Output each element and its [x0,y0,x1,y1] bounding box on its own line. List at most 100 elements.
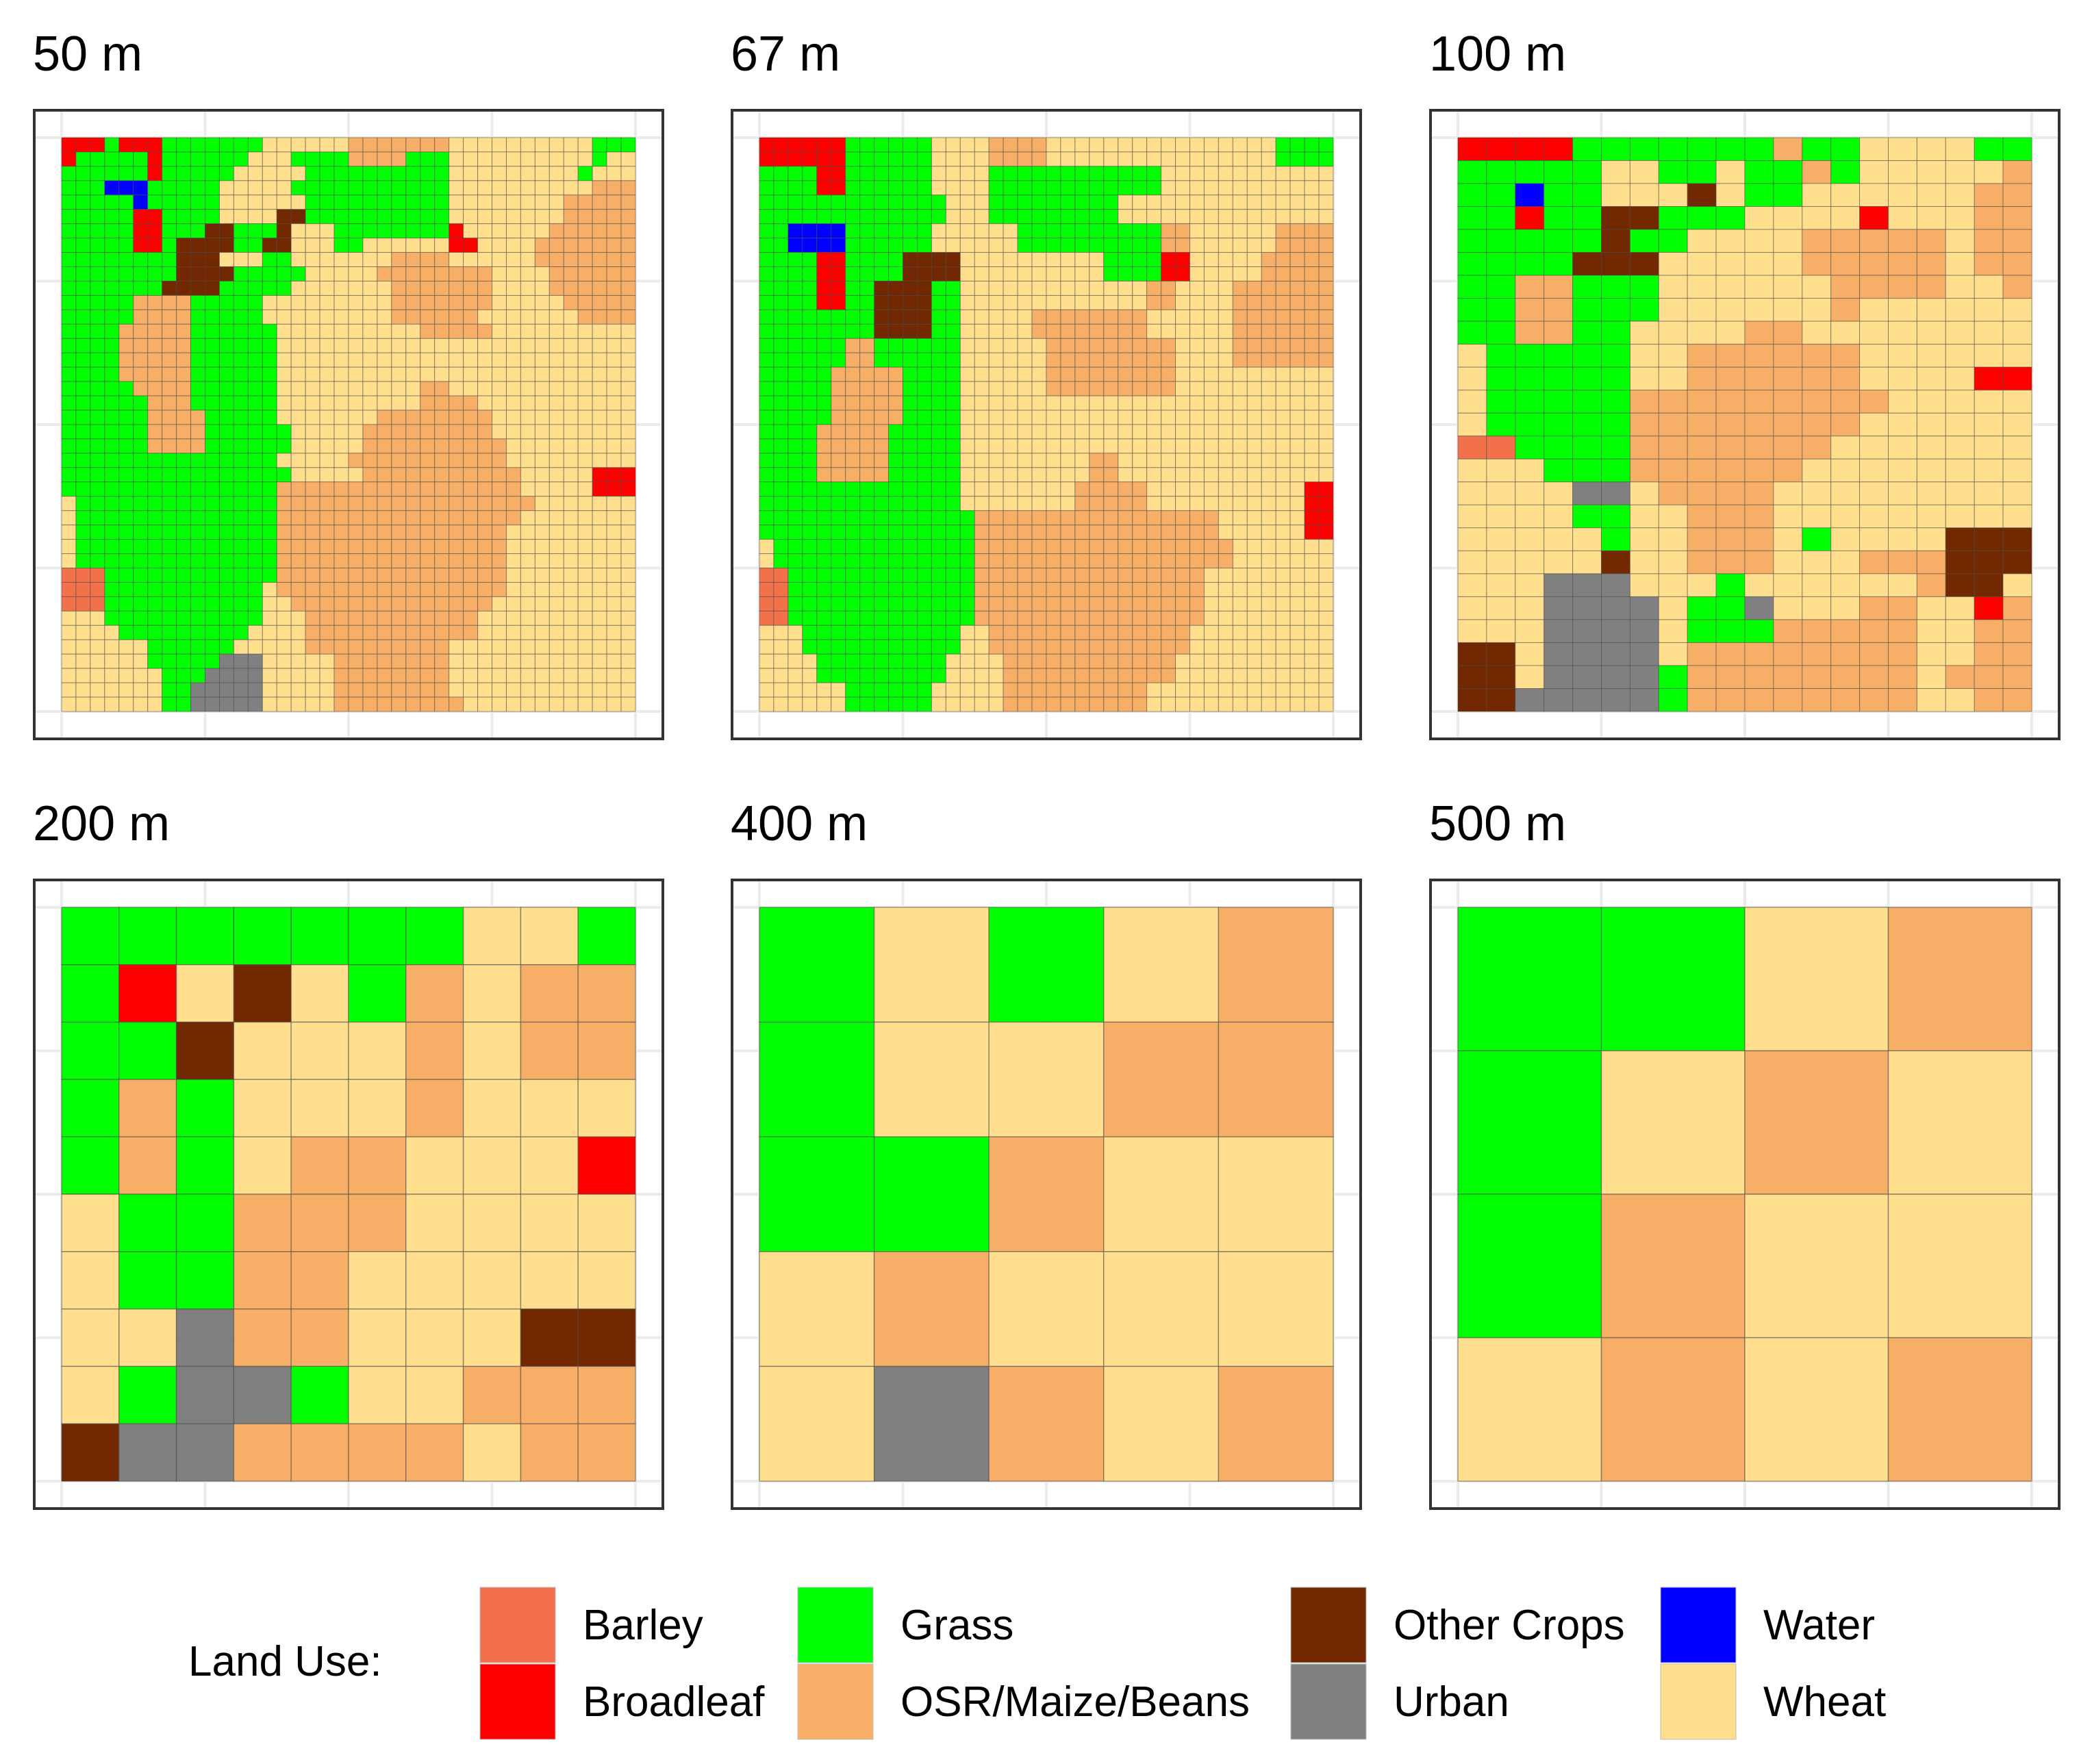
tile [1289,496,1305,512]
tile-layer [759,137,1334,712]
tile [606,696,622,712]
tile [276,510,292,526]
tile [319,238,335,253]
tile [1572,366,1602,391]
tile [988,539,1004,555]
tile [1060,338,1076,353]
tile [1658,390,1688,414]
tile [1089,668,1105,683]
tile [520,238,536,253]
tile [420,395,436,411]
tile [1175,323,1191,339]
tile [434,610,450,626]
tile [1572,183,1602,207]
tile [1017,525,1033,540]
tile [505,395,521,411]
tile [816,653,832,669]
tile [1457,412,1487,437]
tile [405,1251,464,1310]
tile [1089,467,1105,483]
tile [1261,281,1276,296]
tile [1060,639,1076,655]
tile [1486,436,1516,459]
tile [1887,1194,2032,1339]
tile [1544,206,1574,230]
tile [931,395,946,411]
tile [348,238,364,253]
tile [1572,275,1602,299]
tile [1232,525,1248,540]
tile [520,1194,579,1252]
tile [577,381,593,396]
tile [1318,668,1334,683]
tile [1572,458,1602,483]
tile [118,481,134,497]
tile [816,553,832,568]
tile [988,137,1004,153]
tile [988,1021,1105,1137]
panel: 67 m [731,27,1362,740]
tile [377,496,392,512]
tile [133,496,149,512]
tile [319,395,335,411]
tile [788,438,803,454]
tile [75,668,91,683]
tile [1161,653,1176,669]
tile [1189,581,1205,597]
tile [874,596,890,612]
tile [1146,510,1162,526]
tile [1830,344,1861,368]
tile [75,453,91,468]
tile [1175,352,1191,368]
tile [377,596,392,612]
tile [1118,539,1133,555]
tile [276,481,292,497]
tile [104,668,120,683]
tile [759,294,774,310]
tile [1457,436,1487,459]
tile [1218,424,1233,440]
tile [845,194,861,210]
tile [1074,166,1090,181]
tile [290,281,306,296]
tile [1218,238,1233,253]
tile [247,309,263,325]
tile [563,281,579,296]
tile [118,907,177,966]
tile [190,510,205,526]
tile [1486,412,1516,437]
tile [333,581,349,597]
tile [1003,568,1018,583]
tile [1132,395,1148,411]
tile [90,323,105,339]
tile [133,223,149,239]
tile [61,366,77,382]
tile [959,381,975,396]
tile [1232,381,1248,396]
tile [505,510,521,526]
tile [276,194,292,210]
tile [1275,252,1291,268]
legend-swatch [1290,1663,1367,1740]
tile [1830,688,1861,712]
tile [505,467,521,483]
tile [505,596,521,612]
tile [104,496,120,512]
tile [463,581,479,597]
tile [620,682,636,698]
tile [1003,653,1018,669]
tile [534,510,550,526]
tile [205,294,220,310]
tile [1289,625,1305,640]
tile [1074,610,1090,626]
tile [449,395,464,411]
tile [1031,180,1047,196]
tile [305,453,320,468]
tile [931,180,946,196]
tile [348,639,364,655]
tile [974,653,990,669]
tile [802,581,818,597]
tile [1802,596,1832,620]
tile [1916,412,1946,437]
tile [1289,194,1305,210]
